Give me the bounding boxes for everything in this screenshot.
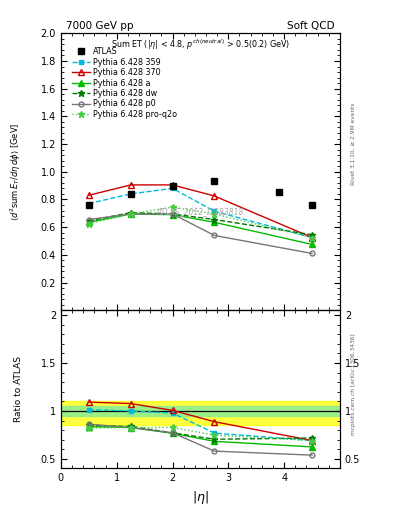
Pythia 6.428 p0 <box>170 211 175 217</box>
ATLAS <box>170 183 175 189</box>
Pythia 6.428 pro-q2o <box>128 211 133 217</box>
Pythia 6.428 370 <box>170 182 175 188</box>
Pythia 6.428 370 <box>86 192 91 198</box>
X-axis label: $|\eta|$: $|\eta|$ <box>192 489 209 506</box>
Bar <box>61 406 340 416</box>
Line: Pythia 6.428 p0: Pythia 6.428 p0 <box>86 211 314 256</box>
ATLAS <box>128 191 133 197</box>
Pythia 6.428 dw <box>212 217 217 223</box>
Line: Pythia 6.428 a: Pythia 6.428 a <box>86 211 315 248</box>
Pythia 6.428 dw <box>170 211 175 217</box>
Pythia 6.428 dw <box>86 218 91 224</box>
Y-axis label: Ratio to ATLAS: Ratio to ATLAS <box>14 356 23 422</box>
Pythia 6.428 p0 <box>128 211 133 217</box>
Line: Pythia 6.428 370: Pythia 6.428 370 <box>86 182 315 241</box>
Pythia 6.428 359 <box>212 208 217 215</box>
Pythia 6.428 pro-q2o <box>170 204 175 210</box>
Legend: ATLAS, Pythia 6.428 359, Pythia 6.428 370, Pythia 6.428 a, Pythia 6.428 dw, Pyth: ATLAS, Pythia 6.428 359, Pythia 6.428 37… <box>70 46 179 120</box>
Pythia 6.428 359 <box>86 201 91 207</box>
Pythia 6.428 370 <box>128 182 133 188</box>
Y-axis label: $\langle d^2\mathrm{sum}\,E_T/d\eta\,d\phi\rangle$ [GeV]: $\langle d^2\mathrm{sum}\,E_T/d\eta\,d\p… <box>9 122 23 221</box>
Pythia 6.428 p0 <box>212 232 217 239</box>
Pythia 6.428 359 <box>128 191 133 197</box>
Pythia 6.428 a <box>86 219 91 225</box>
Pythia 6.428 pro-q2o <box>212 211 217 217</box>
Pythia 6.428 a <box>128 211 133 217</box>
Pythia 6.428 dw <box>128 209 133 216</box>
Pythia 6.428 p0 <box>86 217 91 223</box>
Pythia 6.428 a <box>212 219 217 225</box>
ATLAS <box>276 189 281 195</box>
Pythia 6.428 pro-q2o <box>310 234 314 241</box>
Pythia 6.428 p0 <box>310 250 314 257</box>
ATLAS <box>212 178 217 184</box>
Line: Pythia 6.428 dw: Pythia 6.428 dw <box>85 209 316 238</box>
Pythia 6.428 a <box>310 241 314 247</box>
Text: mcplots.cern.ch [arXiv:1306.3436]: mcplots.cern.ch [arXiv:1306.3436] <box>351 333 356 435</box>
Pythia 6.428 359 <box>170 185 175 191</box>
Pythia 6.428 dw <box>310 232 314 238</box>
Text: Sum ET ($|\eta|$ < 4.8, $p^{ch(neutral)}$ > 0.5(0.2) GeV): Sum ET ($|\eta|$ < 4.8, $p^{ch(neutral)}… <box>111 37 290 52</box>
Text: ATLAS_2012_I1183818: ATLAS_2012_I1183818 <box>157 207 244 217</box>
Pythia 6.428 359 <box>310 234 314 241</box>
Pythia 6.428 a <box>170 211 175 218</box>
Line: Pythia 6.428 pro-q2o: Pythia 6.428 pro-q2o <box>85 204 316 241</box>
Text: 7000 GeV pp: 7000 GeV pp <box>66 20 134 31</box>
Text: Rivet 3.1.10, ≥ 2.9M events: Rivet 3.1.10, ≥ 2.9M events <box>351 102 356 185</box>
Pythia 6.428 pro-q2o <box>86 221 91 227</box>
Line: Pythia 6.428 359: Pythia 6.428 359 <box>86 186 314 240</box>
ATLAS <box>310 202 314 208</box>
Line: ATLAS: ATLAS <box>86 178 315 208</box>
Text: Soft QCD: Soft QCD <box>287 20 334 31</box>
Pythia 6.428 370 <box>212 193 217 199</box>
Pythia 6.428 370 <box>310 234 314 241</box>
ATLAS <box>86 202 91 208</box>
Bar <box>61 401 340 425</box>
